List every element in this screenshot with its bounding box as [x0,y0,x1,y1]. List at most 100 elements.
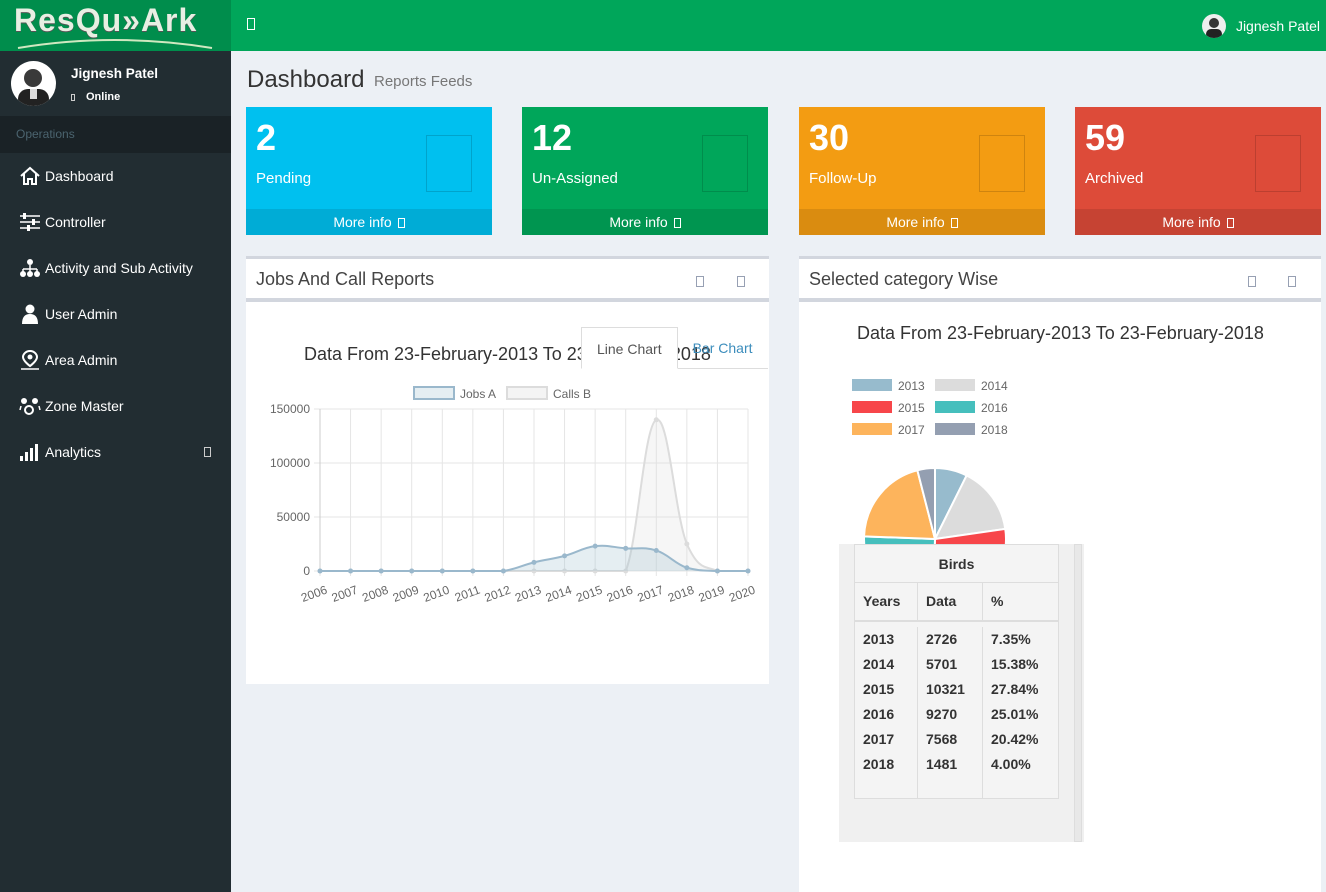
sidebar: Jignesh Patel Online Operations Dashboar… [0,51,231,892]
x-tick-label: 2014 [544,583,574,605]
sidebar-toggle-icon[interactable] [247,18,255,30]
sidebar-item-area-admin[interactable]: Area Admin [0,337,231,383]
close-icon[interactable] [737,276,745,287]
more-info-link[interactable]: More info [246,209,492,235]
data-point [592,568,598,574]
data-point [531,559,537,565]
stat-value: 12 [532,117,573,158]
legend-label: 2013 [898,379,925,393]
top-navbar: Jignesh Patel [231,0,1326,51]
collapse-icon[interactable] [696,276,704,287]
tab-bar-chart[interactable]: Bar Chart [677,327,768,369]
map-pin-icon [18,349,42,371]
stat-label: Follow-Up [809,170,877,187]
data-point [653,547,659,553]
data-point [623,568,629,574]
arrow-circle-right-icon [397,218,405,228]
x-tick-label: 2012 [483,583,513,605]
x-tick-label: 2017 [635,583,665,605]
sidebar-item-label: Zone Master [45,398,124,414]
stat-box-pending: 2 Pending More info [246,107,492,235]
table-row: 2018 1481 4.00% [854,751,1059,777]
legend-swatch [852,401,892,413]
status-dot-icon [71,94,75,101]
x-tick-label: 2009 [391,583,421,605]
stat-icon [702,135,748,192]
stat-value: 59 [1085,117,1126,158]
legend-label: 2016 [981,401,1008,415]
table-row: 2016 9270 25.01% [854,701,1059,727]
scrollbar[interactable] [1074,544,1082,842]
arrow-circle-right-icon [950,218,958,228]
sidebar-item-label: Analytics [45,444,102,460]
stat-label: Pending [256,170,312,187]
more-info-link[interactable]: More info [1075,209,1321,235]
bar-chart-icon [18,441,42,463]
sidebar-item-label: Area Admin [45,352,118,368]
table-row: 2017 7568 20.42% [854,726,1059,752]
data-point [500,568,506,574]
app-logo[interactable]: ResQu»Ark [0,0,231,51]
stat-icon [1255,135,1301,192]
data-point [317,568,323,574]
y-tick-label: 100000 [270,456,310,470]
x-tick-label: 2013 [513,583,543,605]
data-point [409,568,415,574]
data-point [348,568,354,574]
column-header: Data [917,582,983,622]
legend-swatch [935,379,975,391]
legend-swatch [413,386,455,400]
legend-label: 2015 [898,401,925,415]
legend-label: Jobs A [460,387,496,401]
chevron-left-icon [204,447,211,457]
sidebar-item-zone-master[interactable]: Zone Master [0,383,231,429]
x-tick-label: 2007 [330,583,360,605]
more-info-link[interactable]: More info [522,209,768,235]
sidebar-item-dashboard[interactable]: Dashboard [0,153,231,199]
more-info-link[interactable]: More info [799,209,1045,235]
sidebar-item-activity[interactable]: Activity and Sub Activity [0,245,231,291]
home-icon [18,165,42,187]
pie-slice [916,466,936,540]
panel-header: Selected category Wise [799,259,1321,302]
x-tick-label: 2010 [421,583,451,605]
sidebar-item-controller[interactable]: Controller [0,199,231,245]
stat-label: Un-Assigned [532,170,618,187]
sidebar-item-label: Dashboard [45,168,114,184]
chart-title: Data From 23-February-2013 To 23-Februar… [857,323,1264,343]
users-cog-icon [18,395,42,417]
stat-icon [426,135,472,192]
legend-label: 2017 [898,423,925,437]
x-tick-label: 2016 [605,583,635,605]
data-point [592,543,598,549]
legend-label: 2014 [981,379,1008,393]
avatar [1201,14,1226,38]
data-point [684,541,690,547]
legend-swatch [852,379,892,391]
header-user-name: Jignesh Patel [1235,18,1320,34]
x-tick-label: 2020 [727,583,757,605]
data-point [562,553,568,559]
sidebar-item-analytics[interactable]: Analytics [0,429,231,475]
sitemap-icon [18,257,42,279]
category-panel: Selected category Wise Data From 23-Febr… [799,256,1321,892]
user-icon [18,303,42,325]
sidebar-user-name: Jignesh Patel [71,66,159,81]
data-table: Birds Years Data % 2013 2726 7.35% 2014 570… [854,544,1059,799]
user-menu[interactable]: Jignesh Patel [1201,14,1320,38]
sidebar-item-label: User Admin [45,306,118,322]
panel-header: Jobs And Call Reports [246,259,769,302]
tab-line-chart[interactable]: Line Chart [581,327,678,369]
chart-tabs: Line Chart Bar Chart [581,327,768,369]
page-title: Dashboard [247,66,365,93]
legend-swatch [852,423,892,435]
close-icon[interactable] [1288,276,1296,287]
stat-box-unassigned: 12 Un-Assigned More info [522,107,768,235]
sidebar-item-label: Controller [45,214,106,230]
panel-title: Jobs And Call Reports [256,269,435,289]
series-area [320,545,748,571]
page-subtitle: Reports Feeds [374,73,473,90]
sidebar-item-user-admin[interactable]: User Admin [0,291,231,337]
collapse-icon[interactable] [1248,276,1256,287]
